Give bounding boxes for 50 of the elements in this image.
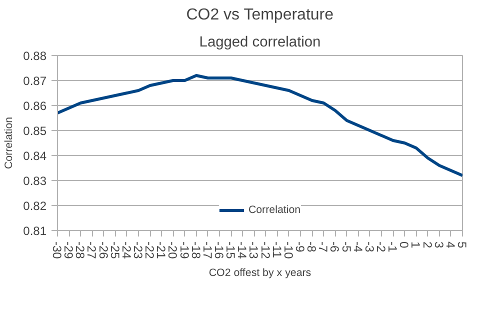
x-tick-label: 3 [432,242,446,248]
y-tick-label: 0.86 [23,99,47,113]
x-tick-label: -27 [84,242,99,260]
x-tick-label: -21 [154,242,168,260]
x-tick-label: -30 [50,242,64,260]
x-tick-label: -22 [142,242,157,260]
x-tick-label: -29 [62,242,76,260]
x-tick-label: -16 [212,242,226,260]
x-tick-label: -14 [235,242,250,260]
y-axis-title: Correlation [3,116,16,170]
x-tick-label: 5 [455,242,469,248]
x-tick-label: 1 [408,242,423,248]
y-tick-label: 0.85 [23,124,47,138]
x-tick-label: -12 [258,242,272,260]
x-tick-label: -1 [386,242,400,252]
y-tick-label: 0.81 [23,224,47,238]
y-tick-label: 0.88 [23,49,47,63]
x-tick-label: -10 [281,242,296,260]
x-tick-label: -6 [328,242,342,252]
x-tick-label: 0 [397,242,412,248]
x-tick-label: 2 [420,242,434,248]
x-tick-label: -23 [131,242,145,260]
x-tick-label: -2 [374,242,388,252]
x-axis-title: CO2 offest by x years [208,266,312,279]
x-tick-label: -20 [166,242,180,260]
y-tick-label: 0.83 [23,174,47,188]
x-tick-label: -7 [316,242,330,252]
x-tick-label: -25 [108,242,122,260]
x-tick-label: -4 [350,242,365,252]
y-tick-label: 0.82 [23,199,47,213]
x-tick-label: -24 [119,242,134,260]
x-tick-label: -3 [362,242,376,252]
x-tick-label: -18 [188,242,203,260]
line-series [58,74,462,177]
x-tick-label: -26 [96,242,110,260]
chart-title: CO2 vs Temperature [186,6,334,24]
y-tick-label: 0.87 [23,74,47,88]
x-tick-label: -28 [73,242,88,260]
x-tick-label: -11 [270,242,284,258]
x-tick-label: -13 [246,242,261,260]
x-tick-label: -8 [304,242,319,252]
x-tick-label: -9 [293,242,307,252]
x-tick-label: -19 [177,242,192,260]
x-tick-label: 4 [443,242,458,248]
x-tick-label: -15 [224,242,238,260]
legend-label: Correlation [248,204,301,216]
chart-subtitle: Lagged correlation [199,34,321,50]
y-tick-label: 0.84 [23,149,47,163]
x-tick-label: -5 [339,242,354,252]
x-tick-label: -17 [200,242,214,260]
